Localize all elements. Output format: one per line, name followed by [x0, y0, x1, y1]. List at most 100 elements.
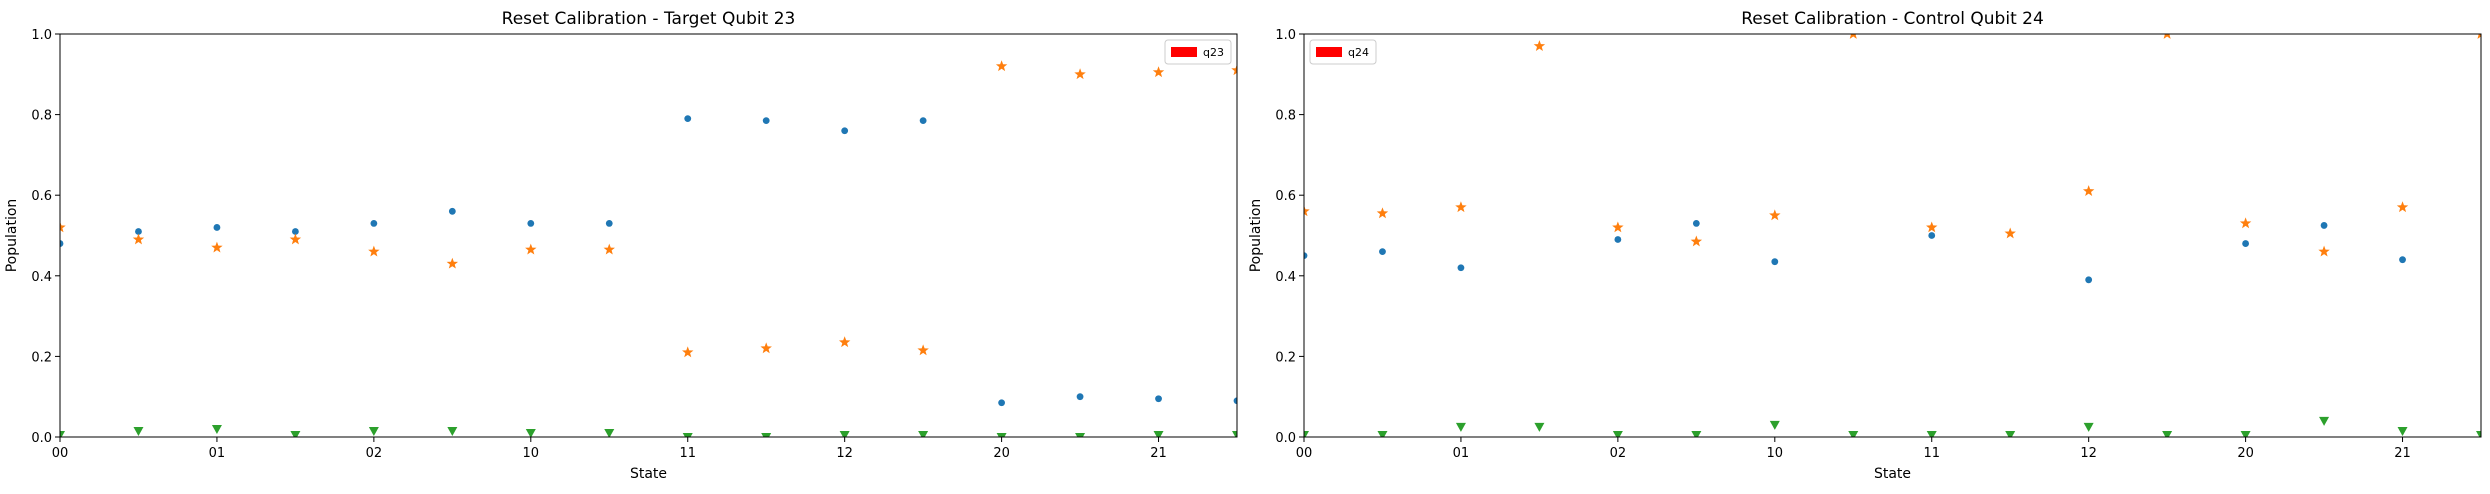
x-tick-label: 21 — [1150, 446, 1167, 461]
y-tick-label: 1.0 — [1275, 28, 1296, 43]
data-point-star — [1849, 34, 1857, 39]
legend-label: q23 — [1203, 46, 1224, 59]
legend-label: q24 — [1348, 46, 1369, 59]
chart-panel-2: Reset Calibration - Control Qubit 24 00 01… — [1248, 9, 2482, 482]
data-point-star — [1769, 209, 1781, 221]
x-axis-label: State — [630, 466, 667, 482]
data-point-star — [2477, 34, 2481, 39]
data-point-star — [995, 60, 1008, 72]
data-point-triangle — [2319, 416, 2330, 426]
data-point-triangle — [1534, 422, 1545, 432]
data-point-star — [1376, 207, 1389, 219]
data-point-dot — [1614, 236, 1622, 243]
y-tick-label: 0.8 — [31, 109, 52, 124]
data-point-star — [1612, 221, 1624, 233]
data-point-star — [446, 257, 459, 269]
x-tick-label: 01 — [209, 446, 226, 461]
chart-panel-1: Reset Calibration - Target Qubit 23 00 01 0… — [4, 9, 1238, 482]
data-point-dot — [1771, 258, 1779, 266]
y-tick-label: 1.0 — [31, 28, 52, 43]
data-point-dot — [213, 224, 221, 231]
y-tick-label: 0.0 — [31, 431, 52, 446]
chart-title: Reset Calibration - Control Qubit 24 — [1741, 9, 2044, 29]
data-point-triangle — [2240, 430, 2251, 437]
y-tick-label: 0.2 — [1275, 350, 1296, 365]
data-point-triangle — [1612, 430, 1623, 437]
data-point-dot — [762, 117, 770, 125]
data-point-star — [1304, 205, 1310, 217]
data-point-triangle — [996, 433, 1007, 437]
data-point-dot — [1076, 393, 1084, 401]
data-point-dot — [60, 240, 64, 247]
data-point-star — [1455, 201, 1467, 213]
y-axis-label: Population — [1248, 199, 1264, 273]
x-tick-label: 12 — [836, 446, 853, 461]
legend: q24 — [1309, 39, 1377, 65]
data-point-triangle — [133, 426, 144, 436]
data-point-dot — [1379, 248, 1386, 256]
data-point-dot — [1457, 264, 1465, 272]
data-point-star — [368, 245, 380, 257]
data-point-triangle — [1153, 430, 1164, 437]
data-point-triangle — [1304, 430, 1309, 437]
y-tick-label: 0.4 — [31, 270, 52, 285]
data-point-star — [2318, 245, 2330, 257]
data-point-star — [1690, 235, 1703, 247]
data-point-star — [1074, 68, 1086, 80]
data-point-dot — [370, 220, 378, 227]
data-point-triangle — [604, 428, 615, 437]
data-point-triangle — [1455, 422, 1466, 432]
y-tick-label: 0.6 — [1275, 189, 1296, 204]
x-tick-label: 11 — [679, 446, 696, 461]
data-point-triangle — [525, 428, 536, 437]
data-point-star — [1926, 221, 1938, 233]
data-point-triangle — [1848, 430, 1859, 437]
data-point-star — [289, 233, 302, 245]
data-point-dot — [135, 228, 142, 235]
data-point-star — [760, 342, 772, 354]
data-point-dot — [684, 115, 692, 123]
data-point-triangle — [1691, 430, 1702, 437]
y-tick-label: 0.6 — [31, 189, 52, 204]
data-point-triangle — [1926, 430, 1937, 437]
data-point-star — [60, 221, 66, 233]
data-point-triangle — [290, 430, 301, 437]
legend-box — [1164, 39, 1232, 65]
data-point-triangle — [2083, 422, 2094, 432]
x-tick-label: 00 — [52, 446, 69, 461]
data-point-star — [838, 336, 851, 348]
legend-swatch — [1316, 47, 1342, 57]
data-point-dot — [2242, 240, 2250, 247]
data-point-triangle — [918, 430, 929, 437]
data-point-triangle — [682, 433, 693, 437]
legend-box — [1309, 39, 1377, 65]
data-point-dot — [998, 399, 1005, 407]
data-point-triangle — [2005, 430, 2016, 437]
data-point-triangle — [1377, 430, 1388, 437]
data-point-triangle — [761, 433, 772, 437]
data-point-dot — [919, 117, 927, 125]
plot-frame — [59, 33, 1238, 438]
data-point-dot — [2320, 222, 2328, 229]
plot-area — [60, 60, 1237, 437]
x-tick-label: 00 — [1296, 446, 1313, 461]
x-tick-label: 10 — [1767, 446, 1784, 461]
plot-frame — [1303, 33, 2482, 438]
data-point-dot — [1928, 232, 1936, 239]
data-point-star — [1231, 64, 1237, 76]
x-tick-label: 01 — [1453, 446, 1470, 461]
legend: q23 — [1164, 39, 1232, 65]
x-tick-label: 20 — [2237, 446, 2254, 461]
y-axis-label: Population — [4, 199, 20, 273]
data-point-dot — [1155, 395, 1162, 403]
x-tick-label: 21 — [2394, 446, 2411, 461]
data-point-dot — [841, 127, 849, 135]
data-point-dot — [2399, 256, 2406, 264]
data-point-star — [1152, 66, 1165, 78]
data-point-star — [603, 243, 615, 255]
data-point-star — [211, 241, 223, 253]
data-point-triangle — [60, 430, 65, 437]
data-point-triangle — [1075, 433, 1086, 437]
y-tick-label: 0.8 — [1275, 109, 1296, 124]
